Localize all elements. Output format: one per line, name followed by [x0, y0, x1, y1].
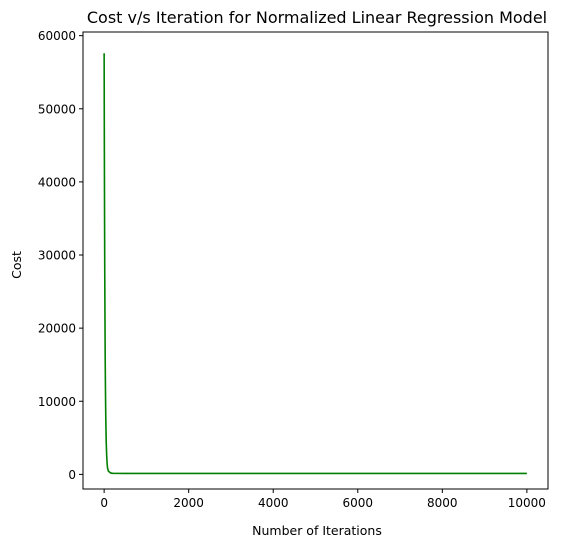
y-axis-label: Cost — [9, 251, 24, 279]
x-tick-label: 2000 — [173, 496, 204, 510]
y-tick-label: 20000 — [38, 322, 76, 336]
x-axis-ticks: 0 2000 4000 6000 8000 10000 — [100, 489, 546, 510]
series-layer — [103, 53, 527, 475]
x-tick-label: 4000 — [258, 496, 289, 510]
y-tick-label: 30000 — [38, 249, 76, 263]
axes-frame — [82, 31, 549, 490]
x-tick-label: 8000 — [427, 496, 458, 510]
y-tick-label: 50000 — [38, 102, 76, 116]
y-tick-label: 10000 — [38, 395, 76, 409]
x-tick-label: 0 — [100, 496, 108, 510]
x-axis-label: Number of Iterations — [252, 523, 382, 538]
plot-area — [82, 31, 549, 490]
y-tick-label: 40000 — [38, 175, 76, 189]
y-axis-ticks: 0 10000 20000 30000 40000 50000 60000 — [38, 29, 83, 482]
x-tick-label: 6000 — [342, 496, 373, 510]
x-tick-label: 10000 — [508, 496, 546, 510]
y-tick-label: 0 — [68, 468, 76, 482]
chart-title: Cost v/s Iteration for Normalized Linear… — [87, 8, 547, 27]
series-line-cost — [103, 53, 527, 475]
y-tick-label: 60000 — [38, 29, 76, 43]
